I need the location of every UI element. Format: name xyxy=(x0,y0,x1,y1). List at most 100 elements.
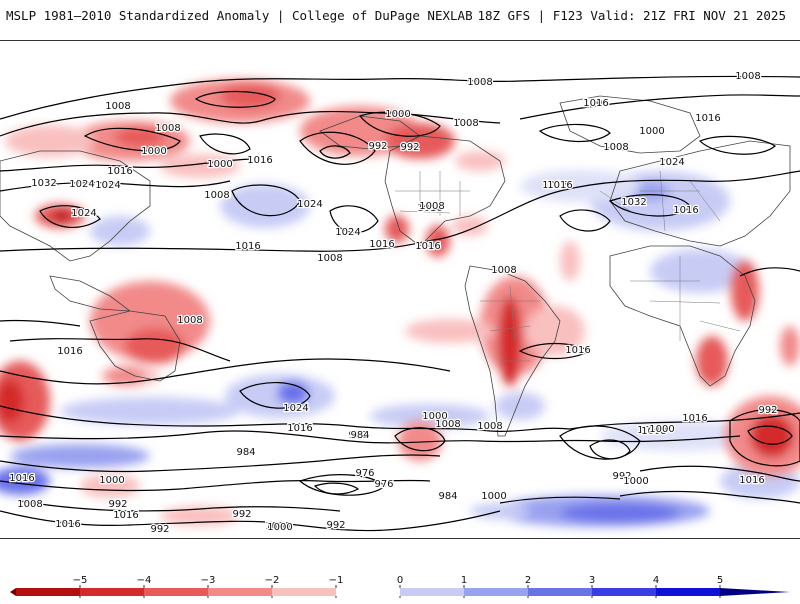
borders xyxy=(395,170,741,362)
isobar-label: 1024 xyxy=(95,180,120,191)
isobar-label: 1024 xyxy=(335,227,360,238)
colorbar-swatch xyxy=(16,588,81,596)
isobar-label: 1016 xyxy=(695,113,720,124)
isobar-label: 1008 xyxy=(155,123,180,134)
isobar-label: 1024 xyxy=(297,199,322,210)
isobar-label: 1016 xyxy=(415,241,440,252)
isobar-label: 992 xyxy=(108,499,127,510)
isobar-label: 1016 xyxy=(739,475,764,486)
isobar-label: 1008 xyxy=(467,77,492,88)
colorbar-tick-label: 1 xyxy=(461,575,467,586)
colorbar-tick-label: −3 xyxy=(201,575,216,586)
isobar-label: 1008 xyxy=(105,101,130,112)
isobar-label: 1016 xyxy=(247,155,272,166)
isobar-label: 992 xyxy=(348,430,367,441)
isobar-label: 1008 xyxy=(453,118,478,129)
negative-anomaly-shading xyxy=(0,79,800,526)
colorbar-swatch xyxy=(464,588,529,596)
colorbar-swatch xyxy=(656,588,721,596)
title-bar: MSLP 1981–2010 Standardized Anomaly | Co… xyxy=(0,0,800,36)
isobar-label: 1008 xyxy=(317,253,342,264)
run-info: 18Z GFS | F123 Valid: 21Z FRI NOV 21 202… xyxy=(477,8,786,23)
positive-anomaly-shading xyxy=(0,170,800,527)
isobar-label: 1000 xyxy=(639,126,664,137)
colorbar-tick-label: 3 xyxy=(589,575,595,586)
isobar-label: 1000 xyxy=(385,109,410,120)
isobar-label: 1032 xyxy=(31,178,56,189)
colorbar-swatch xyxy=(80,588,145,596)
anomaly-map: 1008100810081008100010001000992992101610… xyxy=(0,70,800,537)
isobar-label: 1016 xyxy=(583,98,608,109)
isobar-label: 1016 xyxy=(9,473,34,484)
isobar-label: 992 xyxy=(612,471,631,482)
isobar-label: 1024 xyxy=(71,208,96,219)
colorbar-tick-label: 5 xyxy=(717,575,723,586)
colorbar-tick-label: 4 xyxy=(653,575,659,586)
isobar-label: 1016 xyxy=(417,203,442,214)
isobar-label: 984 xyxy=(236,447,255,458)
isobar-label: 1008 xyxy=(205,190,230,201)
isobar-label: 992 xyxy=(232,509,251,520)
isobar-label: 984 xyxy=(350,430,369,441)
isobar-label: 1008 xyxy=(435,419,460,430)
isobar-label: 1032 xyxy=(621,197,646,208)
isobar-label: 1016 xyxy=(542,180,567,191)
isobar-label: 1024 xyxy=(283,403,308,414)
isobar-label: 976 xyxy=(355,468,374,479)
isobar-label-layer: 1008100810081008100010001000992992101610… xyxy=(8,70,779,537)
colorbar-swatch xyxy=(272,588,337,596)
colorbar-arrow-high xyxy=(720,588,790,596)
colorbar-tick-label: 0 xyxy=(397,575,403,586)
isobar-label: 1008 xyxy=(641,426,666,437)
isobar-label: 1008 xyxy=(491,265,516,276)
map-panel: 1008 1008 1008 1008 1000 1000 1000 992 992 1016 10… xyxy=(0,40,800,539)
isobar-label: 1016 xyxy=(369,239,394,250)
colorbar-scale: −5 −4 −3 −2 −1 0 1 2 3 4 5 xyxy=(10,575,790,598)
isobar-label: 1024 xyxy=(659,157,684,168)
isobar-label: 1008 xyxy=(477,421,502,432)
isobar-label: 992 xyxy=(150,524,169,535)
colorbar: −5 −4 −3 −2 −1 0 1 2 3 4 5 xyxy=(0,572,800,600)
isobar-label: 1016 xyxy=(107,166,132,177)
coastlines xyxy=(0,95,791,437)
isobar-label: 1000 xyxy=(207,159,232,170)
isobar-label: 1016 xyxy=(113,510,138,521)
isobar-label: 976 xyxy=(374,479,393,490)
isobar-label: 1008 xyxy=(735,71,760,82)
isobar-label: 1000 xyxy=(637,425,662,436)
isobar-label: 1000 xyxy=(481,491,506,502)
isobar-label: 984 xyxy=(438,491,457,502)
isobar-label: 1016 xyxy=(57,346,82,357)
isobar-label: 992 xyxy=(400,142,419,153)
colorbar-swatch xyxy=(528,588,593,596)
isobar-label: 992 xyxy=(326,520,345,531)
map-title: MSLP 1981–2010 Standardized Anomaly | Co… xyxy=(6,8,473,23)
isobar-label: 1000 xyxy=(99,475,124,486)
colorbar-arrow-low xyxy=(10,588,16,596)
isobar-label: 1008 xyxy=(419,201,444,212)
isobar-label: 1008 xyxy=(583,98,608,109)
colorbar-tick-label: −4 xyxy=(137,575,152,586)
isobar-label: 1008 xyxy=(204,190,229,201)
colorbar-tick-label: 2 xyxy=(525,575,531,586)
isobar-label: 1016 xyxy=(287,423,312,434)
colorbar-tick-label: −1 xyxy=(329,575,344,586)
isobar-label: 1000 xyxy=(649,424,674,435)
isobar-label: 1016 xyxy=(235,241,260,252)
isobar-label: 1008 xyxy=(603,142,628,153)
isobar-label: 992 xyxy=(368,141,387,152)
isobar-label: 1016 xyxy=(682,413,707,424)
isobar-label: 1000 xyxy=(623,476,648,487)
colorbar-tick-label: −2 xyxy=(265,575,280,586)
isobar-label: 1000 xyxy=(141,146,166,157)
isobar-label: 1000 xyxy=(265,521,290,532)
isobar-label: 1016 xyxy=(565,345,590,356)
isobar-label: 1016 xyxy=(673,205,698,216)
colorbar-swatch xyxy=(400,588,465,596)
colorbar-swatch xyxy=(592,588,657,596)
isobar-label: 1000 xyxy=(267,522,292,533)
isobar-label: 1016 xyxy=(547,180,572,191)
isobar-label: 1024 xyxy=(69,179,94,190)
isobar-contours xyxy=(0,75,800,532)
isobar-label: 1016 xyxy=(55,519,80,530)
